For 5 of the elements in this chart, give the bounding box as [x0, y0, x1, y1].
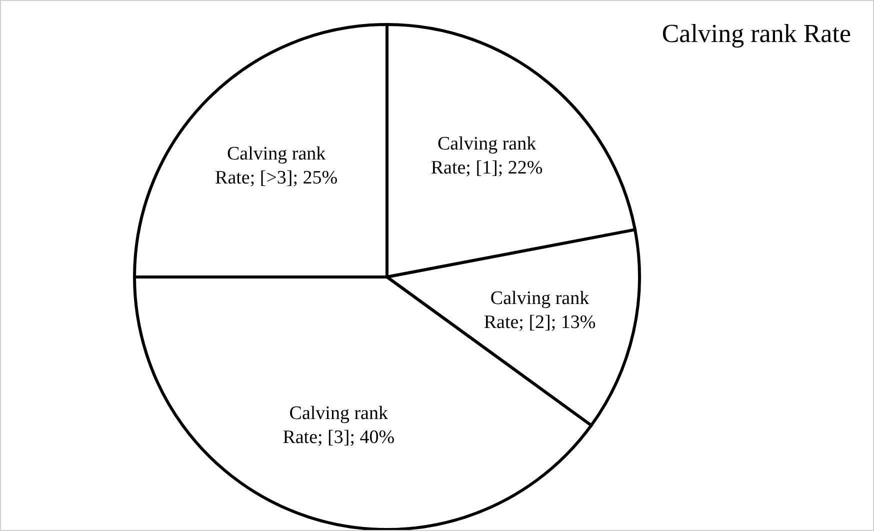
slice-label: Calving rank Rate; [3]; 40%: [282, 402, 395, 448]
slice-label: Calving rank Rate; [1]; 22%: [430, 133, 543, 178]
text: Calving rank Rate: [662, 19, 851, 49]
slice-label: Calving rank Rate; [>3]; 25%: [215, 143, 338, 188]
slice-label: Calving rank Rate; [2]; 13%: [484, 288, 596, 334]
